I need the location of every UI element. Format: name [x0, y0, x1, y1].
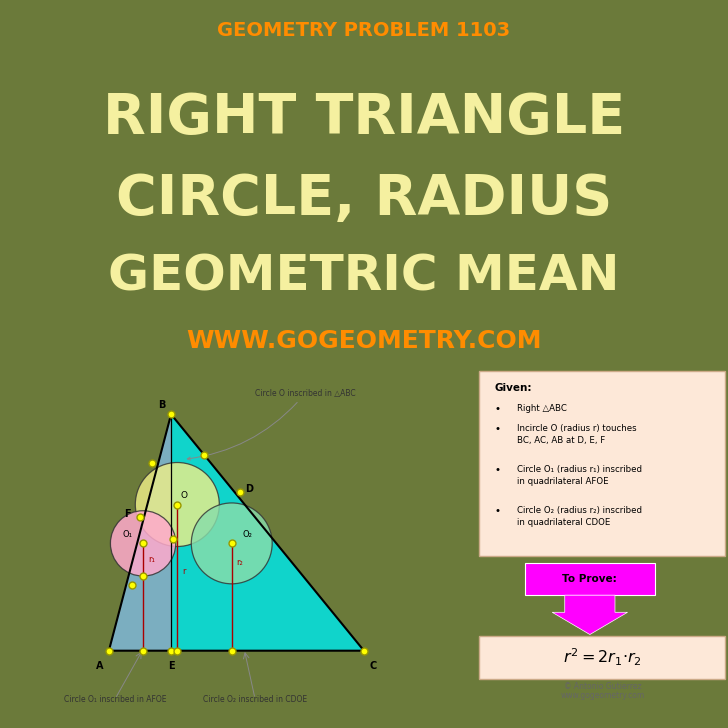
Text: E: E [167, 661, 175, 671]
FancyBboxPatch shape [479, 636, 726, 679]
Text: •: • [494, 465, 500, 475]
Text: •: • [494, 506, 500, 516]
Text: $r^2 = 2r_1{\cdot}r_2$: $r^2 = 2r_1{\cdot}r_2$ [563, 647, 642, 668]
Text: GEOMETRIC MEAN: GEOMETRIC MEAN [108, 252, 620, 300]
Circle shape [135, 462, 219, 547]
Text: D: D [245, 484, 253, 494]
Text: Given:: Given: [494, 383, 532, 393]
Text: Right △ABC: Right △ABC [517, 403, 567, 413]
Text: Incircle O (radius r) touches
BC, AC, AB at D, E, F: Incircle O (radius r) touches BC, AC, AB… [517, 424, 637, 446]
Text: r₁: r₁ [148, 555, 154, 564]
FancyArrow shape [553, 596, 628, 635]
Text: F: F [124, 509, 131, 519]
Text: GEOMETRY PROBLEM 1103: GEOMETRY PROBLEM 1103 [218, 21, 510, 40]
Text: O: O [180, 491, 187, 500]
Text: Circle O₁ inscribed in AFOE: Circle O₁ inscribed in AFOE [64, 695, 166, 704]
Text: CIRCLE, RADIUS: CIRCLE, RADIUS [116, 172, 612, 226]
Text: Circle O₁ (radius r₁) inscribed
in quadrilateral AFOE: Circle O₁ (radius r₁) inscribed in quadr… [517, 465, 642, 486]
Text: O₂: O₂ [242, 530, 252, 539]
FancyBboxPatch shape [479, 371, 726, 556]
Text: B: B [158, 400, 165, 410]
Text: O₁: O₁ [122, 530, 132, 539]
Text: WWW.GOGEOMETRY.COM: WWW.GOGEOMETRY.COM [186, 329, 542, 353]
FancyBboxPatch shape [525, 563, 655, 596]
Text: Circle O₂ inscribed in CDOE: Circle O₂ inscribed in CDOE [203, 695, 307, 704]
Text: www.gogeometry.com: www.gogeometry.com [561, 691, 644, 700]
Polygon shape [171, 414, 364, 651]
Text: A: A [96, 661, 103, 671]
Text: To Prove:: To Prove: [563, 574, 617, 584]
Text: © Antonio Gutierrez: © Antonio Gutierrez [563, 681, 641, 691]
Text: •: • [494, 403, 500, 414]
Polygon shape [109, 414, 171, 651]
Circle shape [111, 511, 175, 576]
Text: Circle O₂ (radius r₂) inscribed
in quadrilateral CDOE: Circle O₂ (radius r₂) inscribed in quadr… [517, 506, 642, 527]
Circle shape [191, 503, 272, 584]
Text: Circle O inscribed in △ABC: Circle O inscribed in △ABC [187, 389, 356, 460]
Text: •: • [494, 424, 500, 434]
Text: C: C [370, 661, 377, 671]
Text: r: r [182, 568, 186, 577]
Text: r₂: r₂ [237, 558, 243, 567]
Text: RIGHT TRIANGLE: RIGHT TRIANGLE [103, 91, 625, 146]
